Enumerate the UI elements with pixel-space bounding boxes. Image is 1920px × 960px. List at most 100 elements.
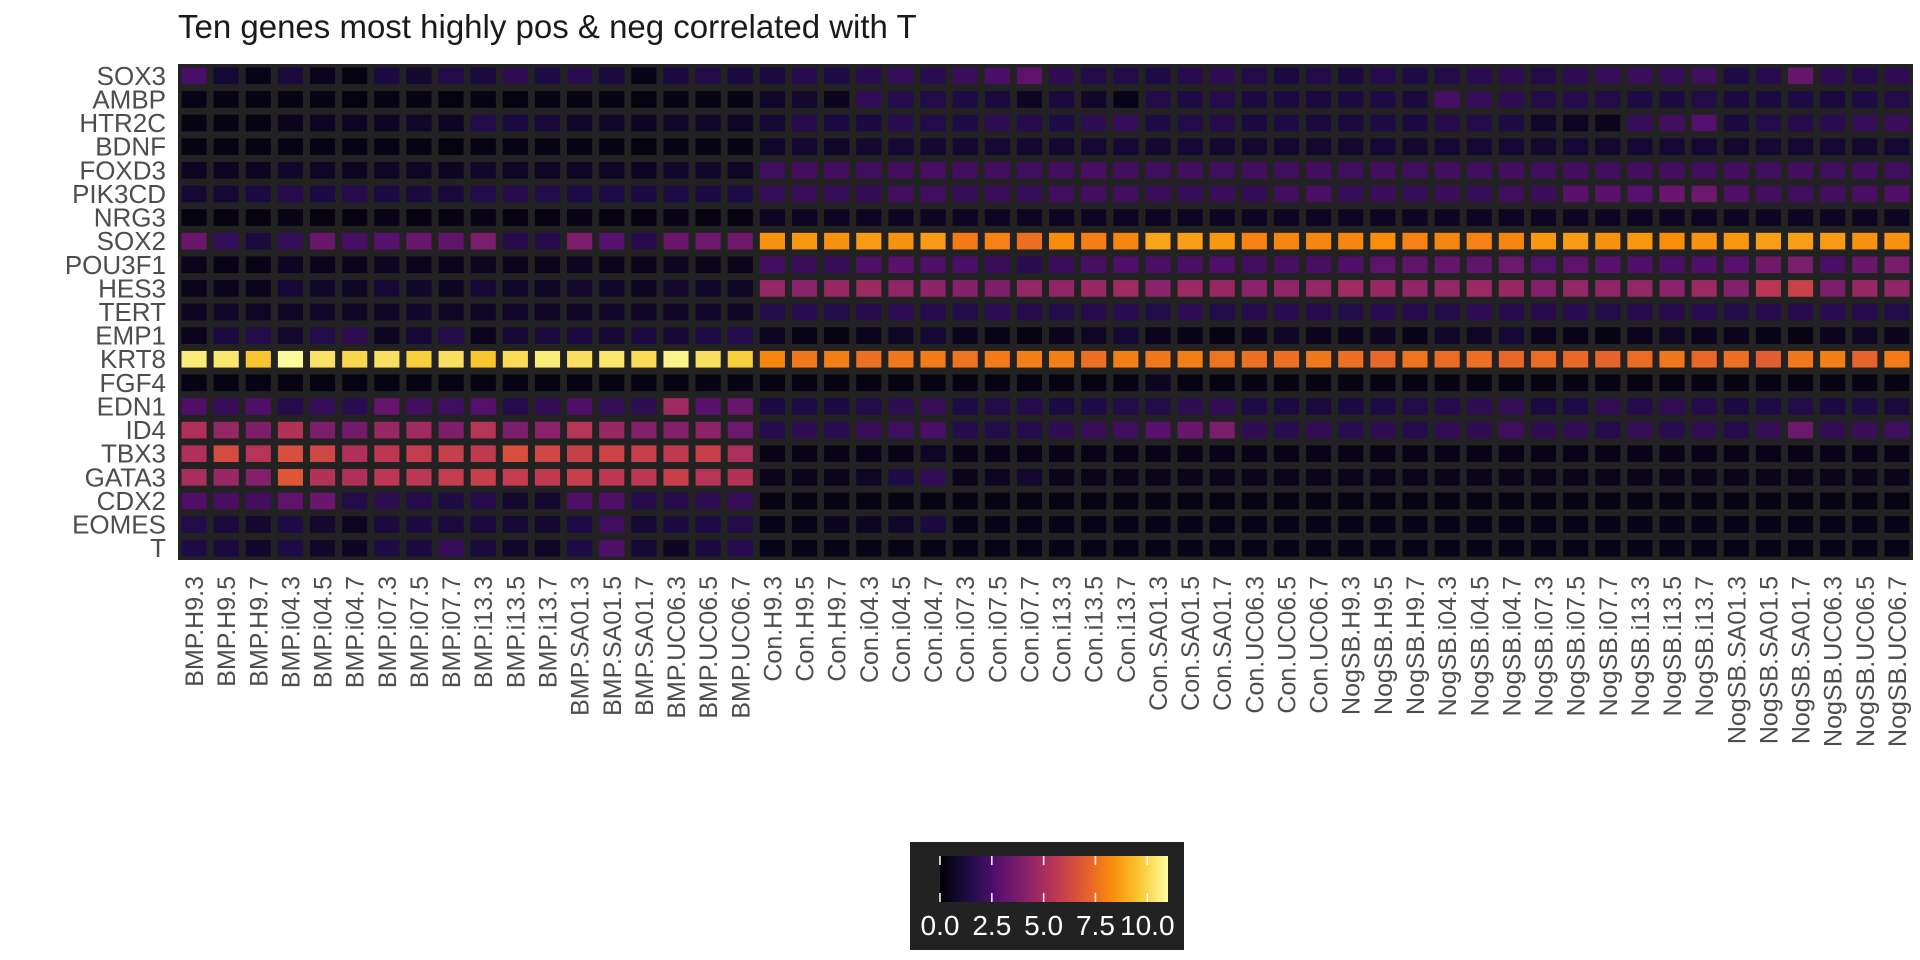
heatmap-cell bbox=[1755, 374, 1781, 392]
heatmap-cell bbox=[1338, 398, 1364, 415]
heatmap-cell bbox=[1691, 516, 1717, 533]
heatmap-cell bbox=[1659, 280, 1685, 297]
heatmap-cell bbox=[1659, 232, 1685, 250]
heatmap-cell bbox=[245, 209, 271, 226]
heatmap-cell bbox=[438, 91, 464, 108]
heatmap-cell bbox=[695, 303, 721, 321]
heatmap-cell bbox=[1884, 398, 1910, 415]
heatmap-cell bbox=[1145, 374, 1171, 392]
heatmap-cell bbox=[1241, 161, 1267, 179]
heatmap-cell bbox=[1273, 303, 1300, 321]
heatmap-cell bbox=[727, 539, 753, 557]
column-label: Con.i07.3 bbox=[952, 576, 980, 683]
heatmap-cell bbox=[310, 280, 336, 297]
heatmap-cell bbox=[1563, 350, 1589, 368]
heatmap-cell bbox=[1852, 398, 1878, 415]
heatmap-cell bbox=[1338, 421, 1364, 439]
heatmap-cell bbox=[1755, 327, 1781, 344]
heatmap-cell bbox=[695, 327, 721, 344]
heatmap-cell bbox=[1177, 138, 1203, 155]
heatmap-cell bbox=[245, 91, 271, 108]
heatmap-cell bbox=[406, 445, 432, 463]
heatmap-cell bbox=[1595, 374, 1621, 392]
heatmap-cell bbox=[824, 327, 850, 344]
heatmap-cell bbox=[1691, 539, 1717, 557]
heatmap-cell bbox=[599, 445, 625, 463]
column-label: BMP.UC06.7 bbox=[727, 576, 755, 719]
heatmap-cell bbox=[1498, 209, 1524, 226]
heatmap-cell bbox=[1787, 232, 1814, 250]
heatmap-cell bbox=[1177, 256, 1203, 274]
heatmap-cell bbox=[631, 161, 657, 179]
heatmap-cell bbox=[534, 232, 561, 250]
heatmap-cell bbox=[181, 303, 207, 321]
heatmap-cell bbox=[1852, 91, 1878, 108]
heatmap-cell bbox=[1145, 280, 1171, 297]
heatmap-cell bbox=[952, 67, 978, 85]
heatmap-cell bbox=[1627, 232, 1653, 250]
heatmap-cell bbox=[1691, 114, 1717, 132]
heatmap-cell bbox=[791, 350, 818, 368]
heatmap-cell bbox=[1498, 374, 1524, 392]
heatmap-cell bbox=[1498, 469, 1524, 486]
heatmap-cell bbox=[310, 327, 336, 344]
row-label: EOMES bbox=[72, 510, 166, 540]
heatmap-cell bbox=[1273, 445, 1300, 463]
heatmap-cell bbox=[213, 161, 239, 179]
heatmap-cell bbox=[663, 67, 689, 85]
heatmap-cell bbox=[791, 138, 818, 155]
heatmap-cell bbox=[984, 469, 1010, 486]
heatmap-cell bbox=[1852, 421, 1878, 439]
heatmap-cell bbox=[534, 185, 561, 203]
heatmap-cell bbox=[1209, 374, 1235, 392]
heatmap-cell bbox=[856, 280, 882, 297]
heatmap-cell bbox=[1884, 327, 1910, 344]
chart-title: Ten genes most highly pos & neg correlat… bbox=[178, 8, 917, 45]
heatmap-cell bbox=[245, 445, 271, 463]
heatmap-cell bbox=[599, 469, 625, 486]
heatmap-cell bbox=[470, 374, 496, 392]
row-label: FGF4 bbox=[100, 368, 166, 398]
heatmap-cell bbox=[1081, 185, 1107, 203]
heatmap-cell bbox=[1209, 280, 1235, 297]
heatmap-cell bbox=[759, 161, 785, 179]
heatmap-cell bbox=[888, 303, 914, 321]
heatmap-cell bbox=[1627, 374, 1653, 392]
heatmap-cell bbox=[181, 138, 207, 155]
heatmap-cell bbox=[1530, 327, 1557, 344]
heatmap-cell bbox=[342, 161, 368, 179]
heatmap-cell bbox=[534, 161, 561, 179]
heatmap-cell bbox=[1884, 469, 1910, 486]
heatmap-cell bbox=[1434, 516, 1460, 533]
heatmap-cell bbox=[856, 421, 882, 439]
heatmap-cell bbox=[984, 67, 1010, 85]
heatmap-cell bbox=[856, 185, 882, 203]
heatmap-cell bbox=[1016, 445, 1042, 463]
heatmap-cell bbox=[1820, 161, 1846, 179]
heatmap-cell bbox=[1820, 469, 1846, 486]
heatmap-cell bbox=[759, 256, 785, 274]
heatmap-cell bbox=[374, 445, 400, 463]
heatmap-cell bbox=[374, 67, 400, 85]
heatmap-cell bbox=[213, 445, 239, 463]
heatmap-cell bbox=[888, 539, 914, 557]
heatmap-cell bbox=[502, 161, 528, 179]
heatmap-cell bbox=[856, 327, 882, 344]
row-label: EMP1 bbox=[95, 321, 166, 351]
heatmap-cell bbox=[374, 421, 400, 439]
column-label: Con.UC06.7 bbox=[1306, 576, 1334, 714]
heatmap-cell bbox=[599, 232, 625, 250]
heatmap-cell bbox=[1081, 350, 1107, 368]
heatmap-cell bbox=[342, 516, 368, 533]
heatmap-cell bbox=[1370, 280, 1396, 297]
column-label: BMP.i07.5 bbox=[406, 576, 434, 688]
heatmap-cell bbox=[1209, 350, 1235, 368]
heatmap-cell bbox=[1081, 492, 1107, 510]
heatmap-cell bbox=[1081, 138, 1107, 155]
heatmap-cell bbox=[438, 374, 464, 392]
heatmap-cell bbox=[245, 539, 271, 557]
heatmap-cell bbox=[1209, 67, 1235, 85]
heatmap-cell bbox=[1723, 67, 1749, 85]
heatmap-cell bbox=[310, 185, 336, 203]
heatmap-cell bbox=[1081, 516, 1107, 533]
